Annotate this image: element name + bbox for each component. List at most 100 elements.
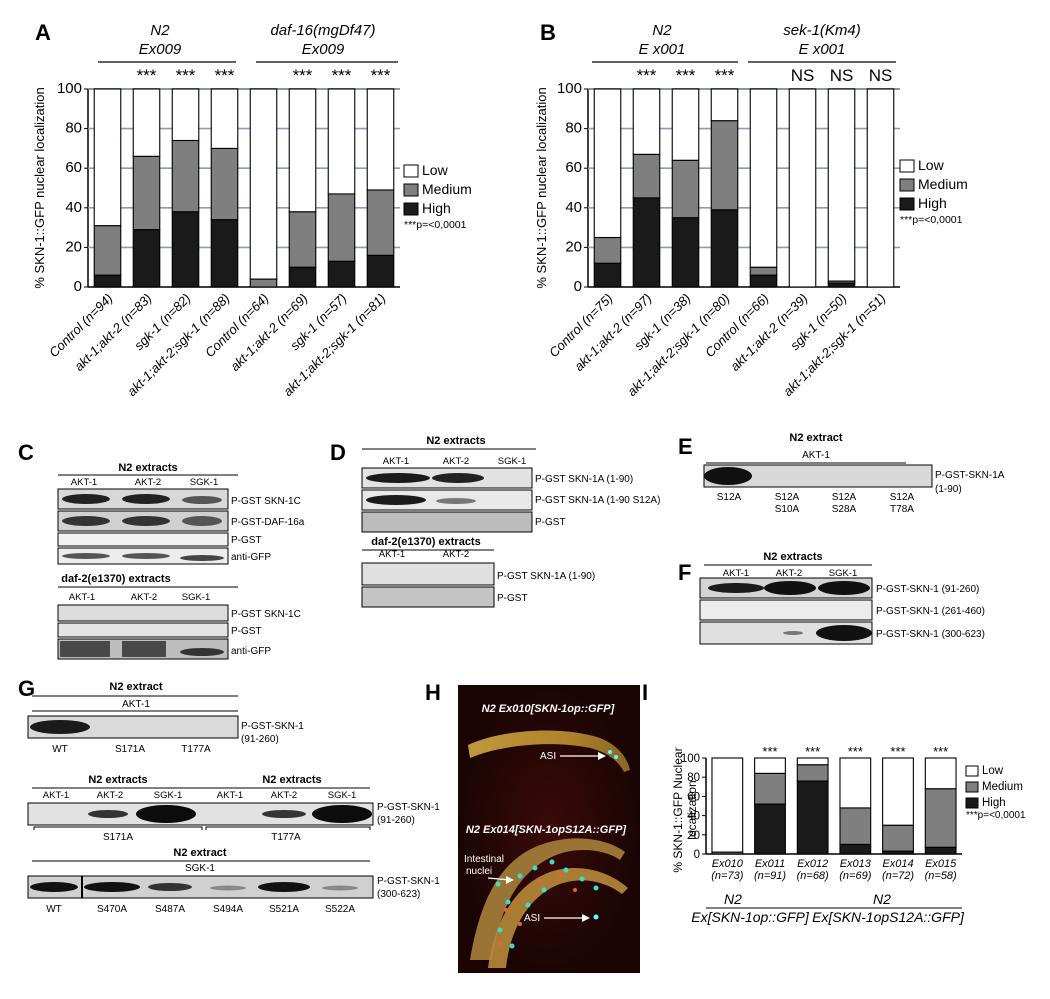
chart-a-ytick: 60 [65, 159, 82, 176]
blot-g3-band-3 [148, 883, 192, 891]
chart-i-xtick-label: Ex012 [797, 858, 828, 870]
chart-i-bar-medium [882, 824, 914, 852]
chart-b-ytick: 100 [557, 80, 582, 97]
blot-g3-lane-1: WT [46, 904, 62, 915]
chart-i-xtick-label: Ex014 [882, 858, 913, 870]
blot-d-lane-3: SGK-1 [498, 456, 527, 467]
blot-f-label-3: P-GST-SKN-1 (300-623) [876, 629, 985, 640]
micrograph-title-2: N2 Ex014[SKN-1opS12A::GFP] [466, 824, 626, 836]
chart-b-bar-medium [632, 153, 661, 199]
chart-a-bar-medium [93, 225, 122, 276]
intestinal-nuclei-dots [495, 859, 599, 949]
chart-i-n-label: (n=91) [754, 870, 786, 882]
chart-i-significance: *** [848, 744, 863, 759]
chart-b-bar-high [827, 282, 856, 288]
chart-b-pvalue-note: ***p=<0,0001 [900, 214, 963, 226]
blot-f-band-1b [764, 581, 816, 595]
chart-i-bar-high [754, 803, 786, 855]
blot-g1-label: P-GST-SKN-1 [241, 721, 304, 732]
worm-3 [488, 867, 628, 968]
chart-a-bar-medium [366, 189, 395, 256]
chart-i-n-label: (n=73) [711, 870, 743, 882]
chart-b-bar-low [827, 88, 856, 282]
chart-i-bar-medium [924, 788, 957, 848]
blot-g1-strip [27, 715, 239, 739]
chart-b-group2-line2: E x001 [799, 41, 846, 58]
blot-c-bottom-label-1: P-GST SKN-1C [231, 609, 301, 620]
chart-b-bar-low [866, 88, 895, 288]
chart-b-bar-low [593, 88, 622, 239]
chart-i-bar-medium [839, 807, 872, 845]
chart-b-legend-label-low: Low [918, 157, 945, 173]
blot-f-lane-2: AKT-2 [776, 568, 802, 579]
chart-i-n-label: (n=69) [839, 870, 871, 882]
blot-d-label-1: P-GST SKN-1A (1-90) [535, 474, 633, 485]
blot-g2-mutant-2: T177A [271, 832, 301, 843]
blot-c-band-2b [122, 516, 170, 526]
blot-g2-band-3 [136, 805, 196, 823]
blot-f-band-1a [708, 583, 764, 593]
chart-i-bar-medium [754, 772, 786, 805]
chart-i-n-label: (n=68) [797, 870, 829, 882]
blot-c-bottom-lane-2: AKT-2 [131, 592, 157, 603]
chart-b: % SKN-1::GFP nuclear localization N2 E x… [534, 22, 968, 399]
chart-i-group2-line1: N2 [873, 891, 891, 907]
chart-b-legend-label-high: High [918, 195, 947, 211]
chart-a-bar-low [249, 88, 278, 280]
blot-d-lane-1: AKT-1 [383, 456, 409, 467]
chart-b-bar-low [749, 88, 778, 268]
blot-panel-d: N2 extracts AKT-1 AKT-2 SGK-1 P-GST SKN-… [361, 435, 660, 608]
chart-a-bar-medium [288, 211, 317, 268]
chart-i-xtick-label: Ex010 [712, 858, 744, 870]
blot-f-title: N2 extracts [763, 551, 822, 563]
chart-i-bar-low [839, 757, 872, 809]
blot-g2-title-a: N2 extracts [88, 774, 147, 786]
chart-b-ytick: 60 [565, 159, 582, 176]
chart-b-ytick: 40 [565, 199, 582, 216]
chart-a-ytick: 80 [65, 120, 82, 137]
blot-g1-title: N2 extract [109, 681, 163, 693]
chart-a-bar-high [132, 229, 161, 288]
chart-a-significance: *** [293, 66, 313, 85]
blot-c-bottom-strip-1 [57, 604, 229, 622]
blot-e-label-2: (1-90) [935, 484, 962, 495]
blot-d-band-1b [432, 473, 484, 483]
blot-c-band-1c [182, 496, 222, 504]
blot-g2-label: P-GST-SKN-1 [377, 802, 440, 813]
blot-d-label-3: P-GST [535, 517, 566, 528]
chart-i-group2-line2: Ex[SKN-1opS12A::GFP] [812, 909, 965, 925]
blot-g3-title: N2 extract [173, 847, 227, 859]
chart-a-legend-swatch-high [403, 202, 419, 216]
micrograph-h: N2 Ex010[SKN-1op::GFP] N2 Ex014[SKN-1opS… [458, 685, 640, 973]
blot-g3-band-6 [322, 885, 358, 891]
blot-e-lane-3b: S28A [832, 504, 857, 515]
blot-c-band-b3a [60, 641, 110, 657]
chart-a-legend-label-high: High [422, 200, 451, 216]
asi-dot-2 [593, 914, 599, 920]
blot-g2-lane-2: AKT-2 [97, 790, 123, 801]
blot-g3-band-1 [30, 882, 78, 892]
chart-a-significance: *** [371, 66, 391, 85]
blot-g3-label-b: (300-623) [377, 889, 420, 900]
blot-c-lane-1: AKT-1 [71, 477, 97, 488]
blot-g2-strip [27, 802, 374, 826]
chart-i-xtick-label: Ex011 [755, 858, 785, 870]
chart-i-legend-swatch-high [965, 797, 979, 809]
chart-a-legend-swatch-medium [403, 183, 419, 197]
chart-b-group2-line1: sek-1(Km4) [783, 22, 861, 39]
chart-a-bar-low [171, 88, 200, 142]
blot-c-band-2a [62, 516, 110, 526]
panel-letter-c: C [18, 440, 34, 465]
blot-g1-label-b: (91-260) [241, 734, 279, 745]
chart-b-bar-high [632, 197, 661, 288]
chart-b-significance: NS [869, 66, 893, 85]
blot-f-label-1: P-GST-SKN-1 (91-260) [876, 584, 979, 595]
chart-b-legend-swatch-medium [899, 178, 915, 192]
chart-i-significance: *** [805, 744, 820, 759]
blot-c-label-2: P-GST-DAF-16a [231, 517, 305, 528]
chart-b-legend-swatch-high [899, 197, 915, 211]
chart-b-bar-high [749, 274, 778, 288]
micrograph-asi-arrowhead-2 [582, 914, 590, 922]
chart-a-bar-low [327, 88, 356, 195]
